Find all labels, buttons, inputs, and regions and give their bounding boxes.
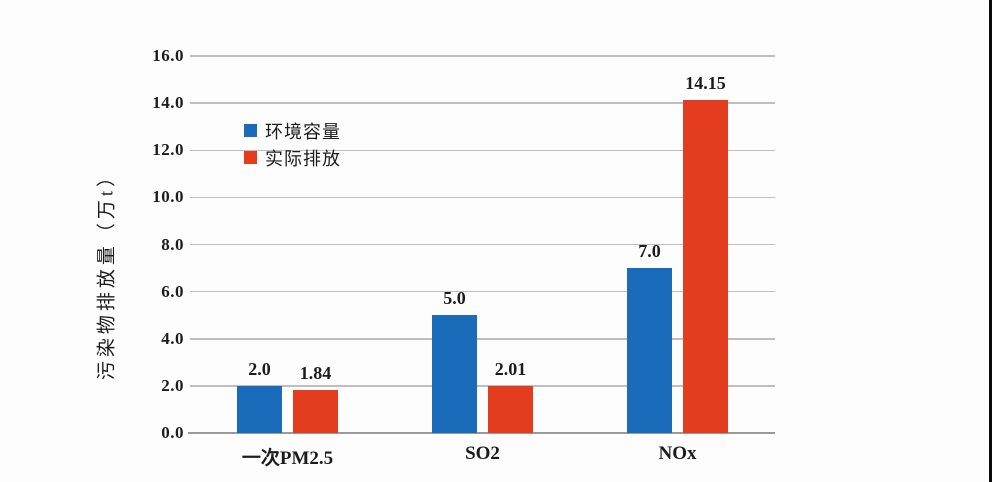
legend-label: 环境容量 — [265, 121, 341, 142]
y-tick-label: 8.0 — [161, 234, 184, 254]
bar-实际排放-一次PM2.5 — [293, 389, 338, 433]
legend-swatch-icon — [244, 151, 257, 164]
y-tick-label: 12.0 — [152, 140, 184, 160]
gridline — [190, 385, 775, 387]
gridline — [190, 102, 775, 104]
bar-实际排放-SO2 — [488, 385, 533, 433]
y-tick-label: 0.0 — [161, 423, 184, 442]
x-category-label: SO2 — [465, 443, 500, 464]
gridline — [190, 338, 775, 340]
bar-环境容量-NOx — [627, 268, 672, 433]
gridline — [190, 149, 775, 151]
bar-value-label: 14.15 — [685, 72, 726, 93]
gridline — [190, 55, 775, 57]
gridline — [190, 196, 775, 199]
gridline — [190, 290, 775, 293]
legend-label: 实际排放 — [265, 148, 341, 169]
y-tick-label: 14.0 — [152, 93, 184, 113]
legend-swatch-icon — [244, 124, 257, 137]
bar-value-label: 5.0 — [443, 288, 466, 309]
x-category-label: NOx — [658, 443, 697, 464]
y-tick-label: 2.0 — [161, 375, 184, 395]
bar-value-label: 7.0 — [638, 241, 661, 262]
bar-value-label: 2.0 — [248, 358, 271, 379]
bar-实际排放-NOx — [683, 99, 728, 433]
legend-item: 环境容量 — [244, 117, 341, 144]
y-tick-label: 6.0 — [161, 281, 184, 301]
gridline — [190, 243, 775, 246]
bar-环境容量-SO2 — [432, 315, 477, 433]
y-tick-label: 10.0 — [152, 187, 184, 207]
y-tick-label: 4.0 — [161, 328, 184, 348]
legend-item: 实际排放 — [244, 144, 341, 171]
x-category-label: 一次PM2.5 — [241, 448, 334, 469]
bar-环境容量-一次PM2.5 — [237, 385, 282, 433]
bar-value-label: 2.01 — [494, 358, 527, 379]
chart-legend: 环境容量 实际排放 — [244, 117, 341, 171]
screen-right-edge-strip — [989, 0, 992, 482]
x-axis-line — [188, 432, 775, 434]
y-tick-label: 16.0 — [152, 46, 184, 65]
bar-value-label: 1.84 — [299, 362, 332, 383]
